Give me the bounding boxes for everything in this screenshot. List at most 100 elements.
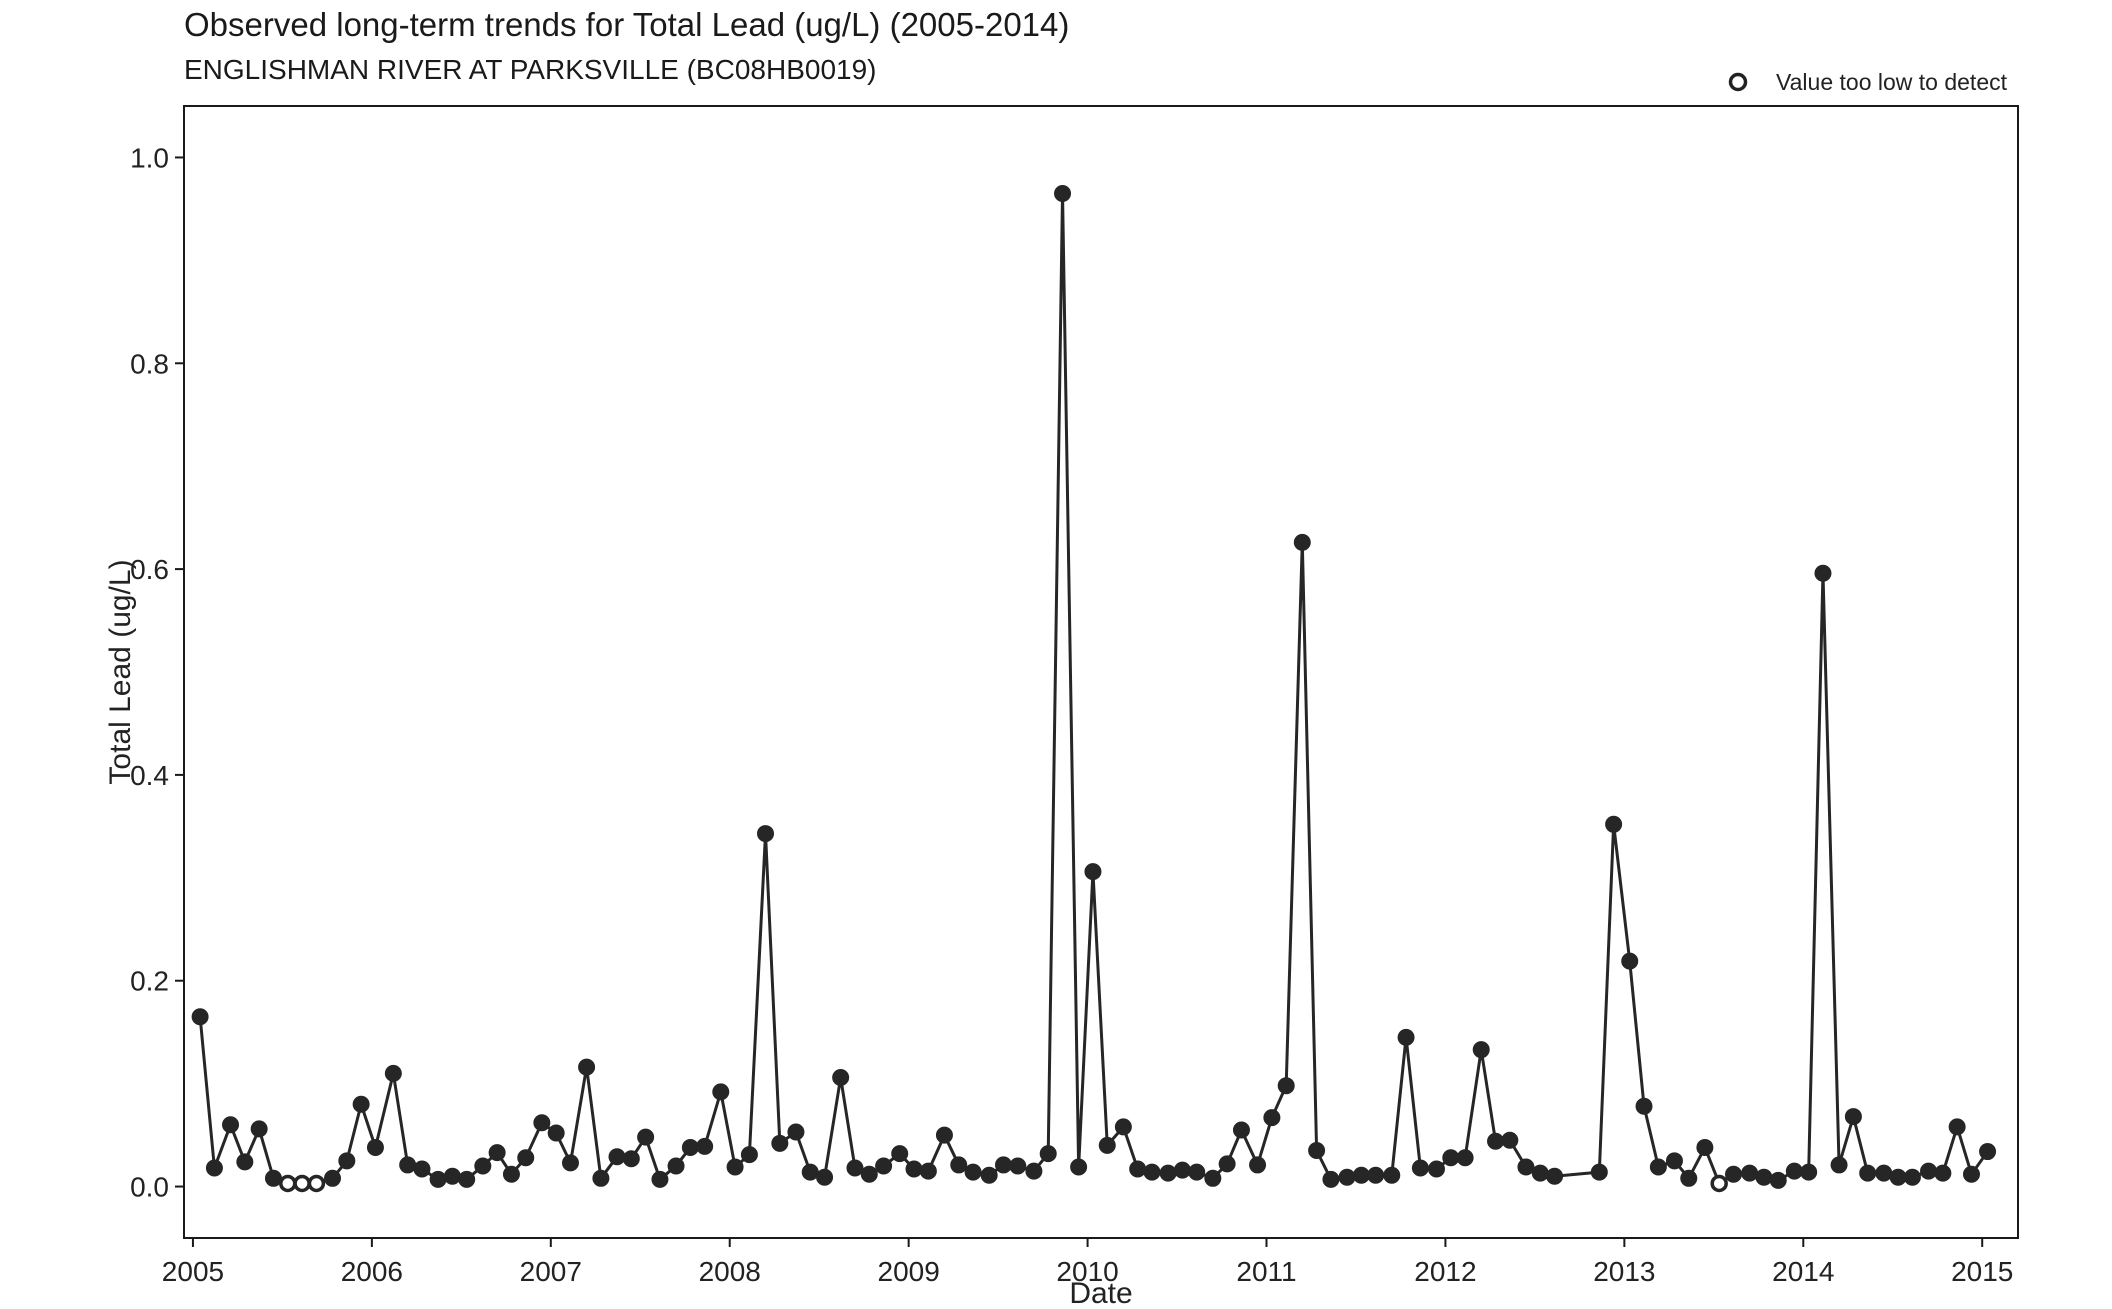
x-tick-label: 2008 (699, 1256, 761, 1287)
data-point (384, 1064, 402, 1082)
data-point (191, 1008, 209, 1026)
data-point (1025, 1162, 1043, 1180)
data-point (1725, 1165, 1743, 1183)
data-point (846, 1159, 864, 1177)
data-point (891, 1145, 909, 1163)
data-point (1129, 1160, 1147, 1178)
data-point (474, 1157, 492, 1175)
data-point (1546, 1167, 1564, 1185)
data-point (964, 1163, 982, 1181)
x-tick-label: 2012 (1414, 1256, 1476, 1287)
data-point-below-detection (293, 1174, 311, 1193)
data-point (637, 1128, 655, 1146)
data-point (324, 1169, 342, 1187)
data-point (1635, 1097, 1653, 1115)
data-point (1249, 1156, 1267, 1174)
data-point (1769, 1171, 1787, 1189)
data-point (1204, 1169, 1222, 1187)
x-tick-label: 2007 (520, 1256, 582, 1287)
data-point (757, 825, 775, 843)
x-tick-label: 2006 (341, 1256, 403, 1287)
data-point (561, 1154, 579, 1172)
data-point (1098, 1136, 1116, 1154)
data-point (1889, 1168, 1907, 1186)
legend-label: Value too low to detect (1776, 69, 2008, 95)
data-point (1188, 1163, 1206, 1181)
data-point (443, 1167, 461, 1185)
data-point (1830, 1156, 1848, 1174)
data-point (1741, 1164, 1759, 1182)
data-point (1903, 1168, 1921, 1186)
data-point (1039, 1145, 1057, 1163)
data-point (502, 1165, 520, 1183)
data-point (980, 1166, 998, 1184)
data-point (1054, 184, 1072, 202)
data-series (191, 184, 1997, 1193)
data-point (1590, 1163, 1608, 1181)
data-point (1277, 1077, 1295, 1095)
data-point (875, 1157, 893, 1175)
plot-panel-border (183, 105, 2019, 1239)
y-tick-label: 1.0 (130, 142, 169, 173)
data-point (1517, 1158, 1535, 1176)
data-point (935, 1126, 953, 1144)
data-point (994, 1156, 1012, 1174)
data-point (1979, 1143, 1997, 1161)
y-axis-title: Total Lead (ug/L) (104, 559, 137, 784)
data-point (667, 1157, 685, 1175)
y-tick-label: 0.0 (130, 1172, 169, 1203)
data-point (771, 1134, 789, 1152)
data-point (740, 1146, 758, 1164)
data-point (488, 1144, 506, 1162)
chart-title: Observed long-term trends for Total Lead… (184, 6, 1070, 43)
data-point (1397, 1028, 1415, 1046)
x-tick-label: 2011 (1236, 1256, 1296, 1287)
data-point (1920, 1162, 1938, 1180)
legend: Value too low to detect (1728, 69, 2008, 95)
data-point (1173, 1161, 1191, 1179)
data-point (222, 1116, 240, 1134)
series-line (198, 191, 1989, 1185)
data-point (1605, 815, 1623, 833)
y-tick-label: 0.2 (130, 966, 169, 997)
data-point (205, 1159, 223, 1177)
data-point (1785, 1162, 1803, 1180)
data-point (608, 1148, 626, 1166)
data-point (1383, 1166, 1401, 1184)
data-point (1696, 1138, 1714, 1156)
data-point (1352, 1166, 1370, 1184)
data-point (1009, 1157, 1027, 1175)
legend-open-circle-icon (1728, 72, 1748, 92)
y-axis: 0.0 0.2 0.4 0.6 0.8 1.0 (130, 142, 184, 1203)
data-point (1844, 1108, 1862, 1126)
x-tick-label: 2014 (1772, 1256, 1834, 1287)
data-point (1159, 1164, 1177, 1182)
data-point (726, 1158, 744, 1176)
y-tick-label: 0.4 (130, 760, 169, 791)
data-point (1649, 1158, 1667, 1176)
data-point (832, 1068, 850, 1086)
chart-subtitle: ENGLISHMAN RIVER AT PARKSVILLE (BC08HB00… (184, 54, 877, 85)
data-point (651, 1170, 669, 1188)
data-point (1875, 1164, 1893, 1182)
data-point (1114, 1118, 1132, 1136)
data-point (429, 1170, 447, 1188)
data-point (366, 1138, 384, 1156)
data-point (1218, 1155, 1236, 1173)
data-point (696, 1137, 714, 1155)
data-point (816, 1168, 834, 1186)
data-point (517, 1149, 535, 1167)
data-point (1531, 1164, 1549, 1182)
data-point-below-detection (307, 1174, 326, 1193)
data-point (458, 1170, 476, 1188)
data-point (1755, 1168, 1773, 1186)
data-point (860, 1165, 878, 1183)
x-tick-label: 2010 (1056, 1256, 1118, 1287)
data-point (1263, 1109, 1281, 1127)
data-point (592, 1169, 610, 1187)
data-point (1501, 1131, 1519, 1149)
data-point (1934, 1164, 1952, 1182)
data-point (1084, 863, 1102, 881)
data-point (1143, 1163, 1161, 1181)
x-tick-label: 2005 (162, 1256, 224, 1287)
